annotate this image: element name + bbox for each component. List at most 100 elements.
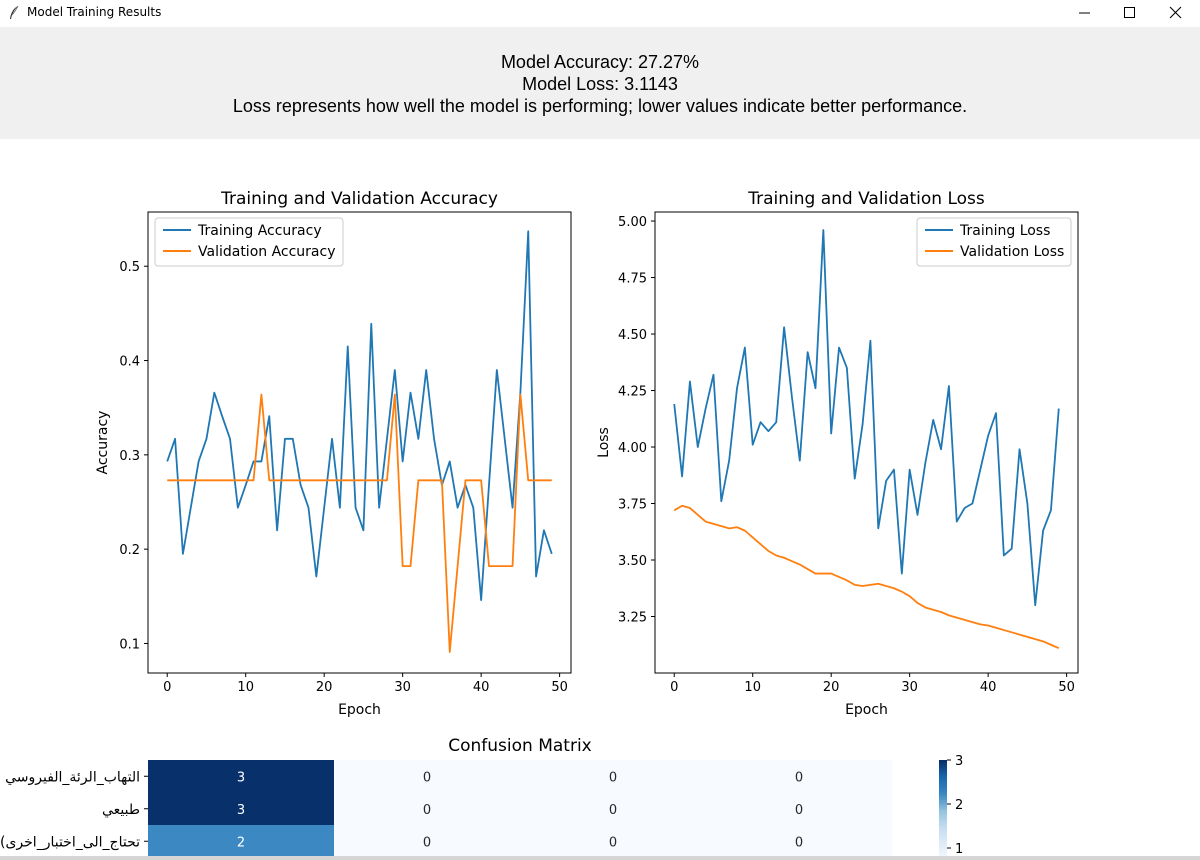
colorbar-segment [939,792,947,796]
x-axis-label: Epoch [338,702,381,718]
colorbar-tick-label: 3 [955,754,963,769]
colorbar-segment [939,852,947,856]
colorbar-segment [939,800,947,804]
cell-value: 3 [237,770,245,785]
close-icon [1169,6,1182,19]
close-button[interactable] [1153,0,1199,27]
colorbar-segment [939,830,947,834]
colorbar-segment [939,847,947,851]
confusion-matrix: Confusion Matrix 3 0 0 0 التهاب_الرئة_الفيروس… [0,736,893,858]
colorbar-segment [939,760,947,764]
loss-explanation: Loss represents how well the model is pe… [232,96,968,116]
cell-value: 0 [795,770,803,785]
chart-title: Training and Validation Loss [747,189,985,209]
heatmap-cell [706,825,893,858]
y-tick-label: 4.75 [618,272,647,287]
legend-box [154,217,344,267]
x-tick-label: 0 [670,680,678,695]
heatmap-cell [706,792,893,826]
heatmap-cell [334,760,521,793]
colorbar-segment [939,812,947,816]
maximize-icon [1124,7,1135,18]
heatmap-cell [148,825,335,858]
cell-value: 0 [795,835,803,850]
maximize-button[interactable] [1107,0,1153,27]
colorbar-segment [939,802,947,806]
y-tick-label: 5.00 [618,215,647,230]
window-bottom-edge [0,856,1200,860]
colorbar-segment [939,837,947,841]
colorbar-segment [939,815,947,819]
colorbar-segment [939,840,947,844]
x-tick-label: 0 [163,680,171,695]
colorbar-segment [939,772,947,776]
feather-icon [10,5,19,19]
colorbar-segment [939,832,947,836]
cell-value: 0 [609,835,617,850]
y-tick-label: 4.50 [618,328,647,343]
colorbar-segment [939,777,947,781]
heatmap-cell [520,825,707,858]
x-tick-label: 10 [744,680,761,695]
cell-value: 0 [423,835,431,850]
colorbar-segment [939,827,947,831]
cell-value: 0 [795,803,803,818]
colorbar-segment [939,780,947,784]
minimize-button[interactable] [1062,0,1108,27]
colorbar-segment [939,767,947,771]
x-tick-label: 20 [316,680,333,695]
line-chart-accuracy: Training and Validation Accuracy 0 10 20 30 4… [95,189,572,718]
series-line-training [166,230,553,601]
x-tick-label: 50 [551,680,568,695]
cell-value: 0 [423,770,431,785]
cell-value: 0 [609,770,617,785]
heatmap-cell [706,760,893,793]
results-summary: Model Accuracy: 27.27% Model Loss: 3.114… [0,27,1200,139]
colorbar-tick-label: 1 [955,842,963,857]
x-tick-label: 50 [1058,680,1075,695]
colorbar-segment [939,825,947,829]
colorbar-segment [939,822,947,826]
colorbar-segment [939,845,947,849]
heatmap-cell [148,760,335,793]
x-tick-label: 10 [237,680,254,695]
chart-title: Training and Validation Accuracy [220,189,498,209]
colorbar-segment [939,810,947,814]
y-tick-label: 0.5 [119,260,140,275]
x-tick-label: 20 [823,680,840,695]
colorbar-segment [939,820,947,824]
colorbar-segment [939,790,947,794]
colorbar: 1 2 3 [939,754,963,860]
cell-value: 2 [237,835,245,850]
heatmap-cell [334,792,521,826]
chart-title: Confusion Matrix [448,736,592,756]
colorbar-segment [939,797,947,801]
heatmap-cell [334,825,521,858]
accuracy-text: Model Accuracy: 27.27% [500,52,700,72]
colorbar-segment [939,817,947,821]
colorbar-segment [939,807,947,811]
y-axis-label: Accuracy [95,411,111,475]
minimize-icon [1079,12,1090,14]
legend-box [916,217,1072,267]
legend-label: Validation Accuracy [198,244,336,260]
colorbar-segment [939,850,947,854]
legend-label: Training Accuracy [197,223,322,239]
series-line-validation [167,393,552,653]
heatmap-cell [520,760,707,793]
x-axis-label: Epoch [845,702,888,718]
y-tick-label: 4.00 [618,441,647,456]
row-label: (تحتاج_الى_اختبار_اخرى [0,834,140,850]
cell-value: 0 [609,803,617,818]
y-tick-label: 3.25 [618,611,647,626]
legend-label: Training Loss [959,223,1050,239]
legend-label: Validation Loss [960,244,1064,260]
colorbar-segment [939,842,947,846]
y-tick-label: 3.50 [618,554,647,569]
y-tick-label: 0.4 [119,355,140,370]
colorbar-segment [939,762,947,766]
y-axis-label: Loss [596,427,612,458]
colorbar-segment [939,765,947,769]
x-tick-label: 30 [901,680,918,695]
